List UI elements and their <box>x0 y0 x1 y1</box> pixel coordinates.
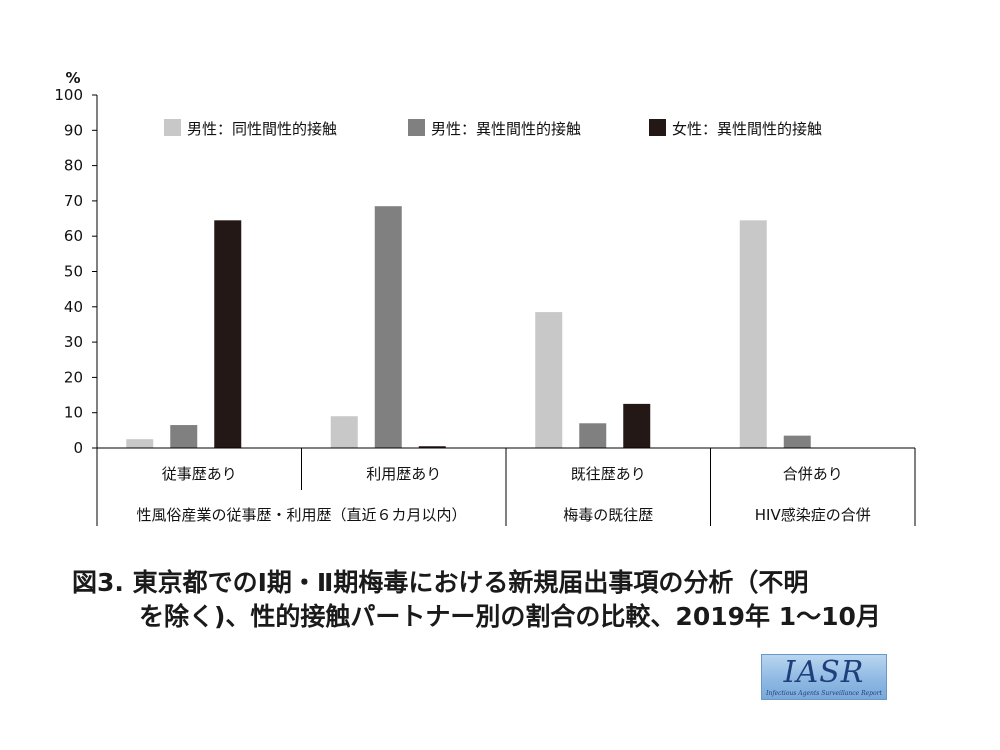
category-label-1: 従事歴あり <box>162 465 237 483</box>
y-tick-label-0: 0 <box>73 439 83 457</box>
y-tick-label-90: 90 <box>64 121 83 139</box>
category-label-2: 利用歴あり <box>366 465 441 483</box>
bar-s3-3 <box>623 403 651 448</box>
y-unit-label: % <box>65 69 80 87</box>
legend-swatch-2 <box>408 119 425 136</box>
iasr-logo: IASR Infectious Agents Surveillance Repo… <box>761 654 887 700</box>
legend-label-3: 女性：異性間性的接触 <box>672 120 822 138</box>
bar-s2-1 <box>170 425 198 448</box>
y-tick-label-50: 50 <box>64 263 83 281</box>
y-tick-label-10: 10 <box>64 404 83 422</box>
y-tick-label-70: 70 <box>64 192 83 210</box>
y-tick-label-100: 100 <box>54 86 83 104</box>
bar-s1-4 <box>739 220 767 448</box>
axes: 0 10 20 30 40 50 60 70 80 90 100% 従事歴あり 利用歴あり 既往歴あり 合併… <box>54 69 916 526</box>
legend-label-1: 男性：同性間性的接触 <box>187 120 337 138</box>
y-tick-label-20: 20 <box>64 368 83 386</box>
group-label-1: 性風俗産業の従事歴・利用歴（直近６カ月以内） <box>136 506 466 524</box>
y-tick-label-30: 30 <box>64 333 83 351</box>
group-label-2: 梅毒の既往歴 <box>563 506 653 524</box>
bar-s3-2 <box>418 446 446 448</box>
bar-s1-2 <box>330 416 358 448</box>
figure-caption-line-1: 図3. 東京都でのⅠ期・Ⅱ期梅毒における新規届出事項の分析（不明 <box>72 568 809 597</box>
y-tick-label-60: 60 <box>64 227 83 245</box>
legend: 男性：同性間性的接触 男性：異性間性的接触 女性：異性間性的接触 <box>164 119 822 138</box>
legend-swatch-3 <box>649 119 666 136</box>
legend-swatch-1 <box>164 119 181 136</box>
legend-label-2: 男性：異性間性的接触 <box>431 120 581 138</box>
category-label-4: 合併あり <box>783 465 843 483</box>
group-label-3: HIV感染症の合併 <box>755 506 871 524</box>
bar-s2-2 <box>374 206 402 448</box>
figure-caption-line-2: を除く)、性的接触パートナー別の割合の比較、2019年 1〜10月 <box>139 602 881 631</box>
logo-text: IASR <box>783 655 865 690</box>
bar-s2-4 <box>783 435 811 448</box>
bar-s1-1 <box>126 439 154 448</box>
y-tick-label-40: 40 <box>64 298 83 316</box>
bar-s2-3 <box>579 423 607 448</box>
bars <box>126 206 811 448</box>
category-label-3: 既往歴あり <box>571 465 646 483</box>
logo-subtext: Infectious Agents Surveillance Report <box>766 690 882 697</box>
bar-s1-3 <box>535 312 563 448</box>
y-tick-label-80: 80 <box>64 157 83 175</box>
bar-s3-1 <box>214 220 242 448</box>
